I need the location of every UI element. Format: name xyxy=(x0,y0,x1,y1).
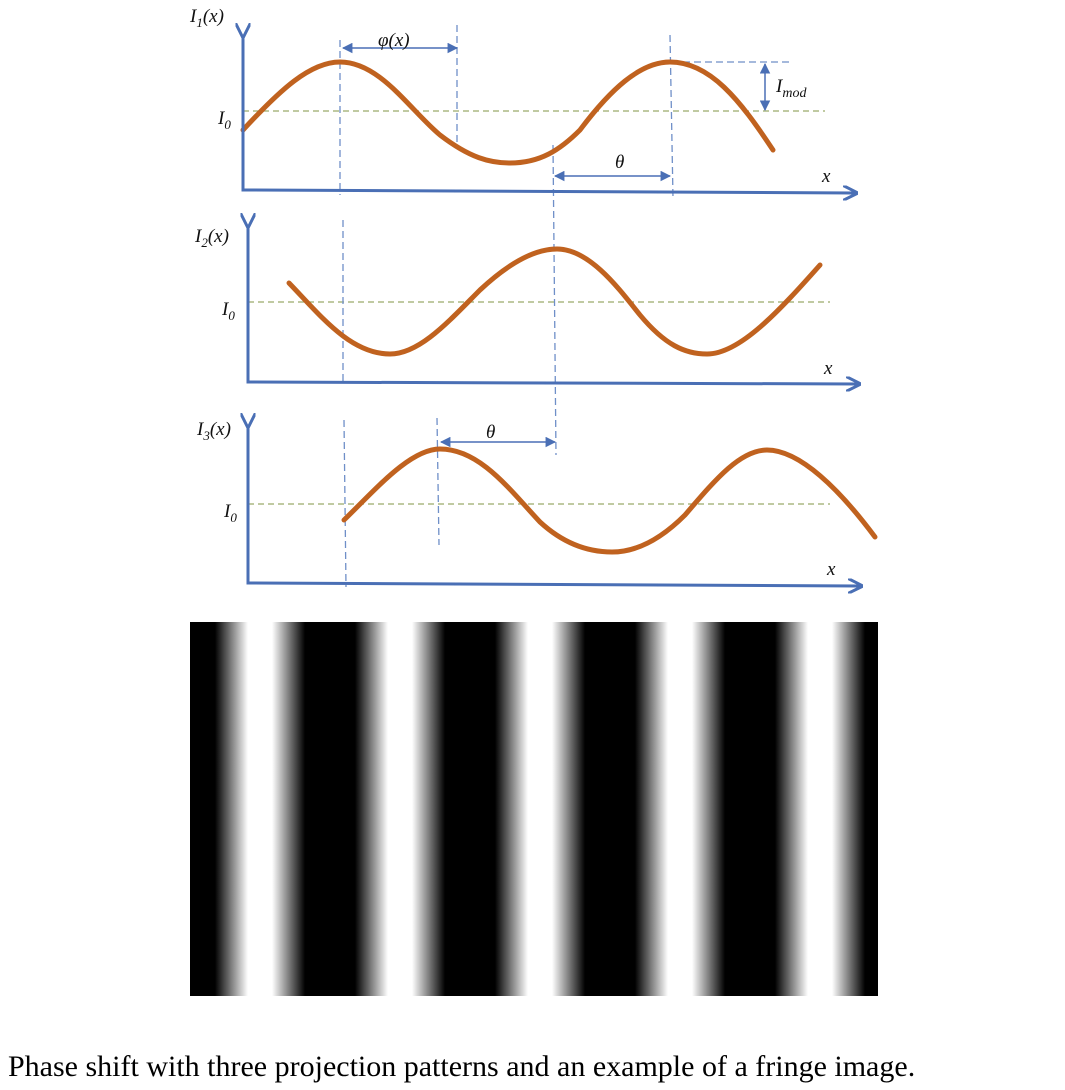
symbol: I xyxy=(217,108,226,129)
axes xyxy=(248,425,860,586)
symbol: I xyxy=(196,419,205,440)
baseline-label: I0 xyxy=(221,299,235,323)
subscript: mod xyxy=(782,86,807,101)
subscript: 0 xyxy=(228,308,235,323)
symbol: I xyxy=(221,299,230,320)
symbol: I xyxy=(223,501,232,522)
subscript: 3 xyxy=(202,428,210,443)
subscript: 1 xyxy=(196,15,203,30)
panel-label: I1(x) xyxy=(189,6,224,30)
panel-label: I2(x) xyxy=(194,226,229,250)
axes xyxy=(248,225,858,384)
axis-label: x xyxy=(823,358,833,379)
phase-label: φ(x) xyxy=(378,30,410,51)
shift-label: θ xyxy=(615,152,624,173)
panel-2: I2(x) I0 x xyxy=(194,220,858,385)
fringe-image xyxy=(190,622,878,996)
axis-label: x xyxy=(821,166,831,187)
symbol: I xyxy=(775,76,784,97)
guide-line xyxy=(669,34,674,199)
intensity-curve xyxy=(240,59,776,166)
diagram: I1(x) I0 x φ(x) θ Imod I2(x) I0 x I3(x) … xyxy=(189,6,878,620)
argument: (x) xyxy=(203,6,224,27)
panel-1: I1(x) I0 x φ(x) θ Imod xyxy=(189,6,855,456)
subscript: 0 xyxy=(230,510,237,525)
guide-line xyxy=(343,419,347,588)
panel-3: I3(x) I0 x θ xyxy=(196,417,878,588)
baseline-label: I0 xyxy=(223,501,237,525)
panel-label: I3(x) xyxy=(196,419,231,443)
baseline-label: I0 xyxy=(217,108,231,132)
axis-label: x xyxy=(826,559,836,580)
caption: Phase shift with three projection patter… xyxy=(8,1050,916,1083)
shift-label: θ xyxy=(486,422,495,443)
intensity-curve xyxy=(341,446,878,555)
modulation-label: Imod xyxy=(775,76,807,101)
subscript: 0 xyxy=(224,117,231,132)
symbol: I xyxy=(189,6,198,27)
symbol: I xyxy=(194,226,203,247)
guide-line xyxy=(436,417,440,546)
argument: (x) xyxy=(208,226,229,247)
subscript: 2 xyxy=(201,235,208,250)
axes xyxy=(243,35,855,193)
argument: (x) xyxy=(210,419,231,440)
